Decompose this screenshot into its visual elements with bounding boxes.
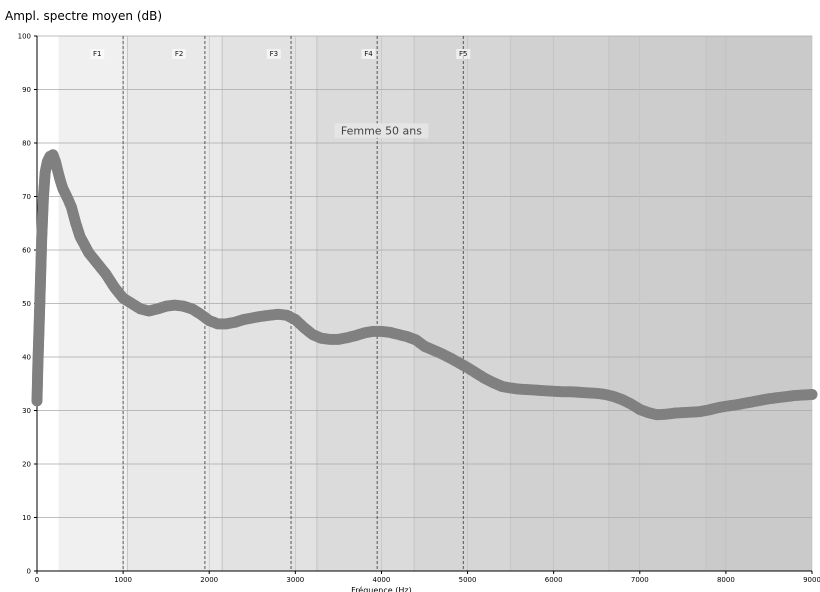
x-axis-title: Fréquence (Hz) — [351, 585, 412, 592]
x-tick-label: 6000 — [545, 576, 563, 584]
band-label-bg — [361, 49, 376, 59]
x-tick-label: 5000 — [459, 576, 477, 584]
band-label-bg — [456, 49, 471, 59]
data-point — [806, 388, 818, 400]
data-points — [31, 149, 818, 421]
y-tick-label: 20 — [22, 461, 31, 469]
y-tick-label: 90 — [22, 86, 31, 94]
y-tick-label: 80 — [22, 140, 31, 148]
band-label-bg — [172, 49, 187, 59]
band-label-f1: F1 — [93, 50, 101, 58]
band-label-bg — [90, 49, 105, 59]
y-tick-label: 40 — [22, 354, 31, 362]
y-tick-label: 100 — [18, 33, 31, 41]
band-label-f5: F5 — [459, 50, 467, 58]
y-tick-label: 0 — [27, 568, 31, 576]
x-tick-label: 2000 — [200, 576, 218, 584]
band-labels: F1 F2 F3 F4 F5 — [90, 49, 471, 59]
x-tick-label: 9000 — [803, 576, 820, 584]
x-tick-label: 1000 — [114, 576, 132, 584]
band-label-f4: F4 — [364, 50, 373, 58]
x-tick-label: 7000 — [631, 576, 649, 584]
y-tick-label: 10 — [22, 514, 31, 522]
y-tick-label: 60 — [22, 247, 31, 255]
band-label-f3: F3 — [270, 50, 278, 58]
band-label-f2: F2 — [175, 50, 183, 58]
x-tick-label: 3000 — [286, 576, 304, 584]
chart-title: Ampl. spectre moyen (dB) — [5, 9, 163, 23]
annotation-text: Femme 50 ans — [341, 124, 422, 137]
band-label-bg — [266, 49, 281, 59]
annotation: Femme 50 ans — [334, 123, 429, 139]
y-tick-label: 50 — [22, 300, 31, 308]
y-tick-label: 70 — [22, 193, 31, 201]
y-tick-label: 30 — [22, 407, 31, 415]
x-tick-label: 4000 — [373, 576, 391, 584]
x-tick-label: 0 — [35, 576, 39, 584]
x-tick-label: 8000 — [717, 576, 735, 584]
annotation-bg — [334, 123, 429, 139]
x-axis-label: Fréquence (Hz) — [351, 585, 412, 592]
